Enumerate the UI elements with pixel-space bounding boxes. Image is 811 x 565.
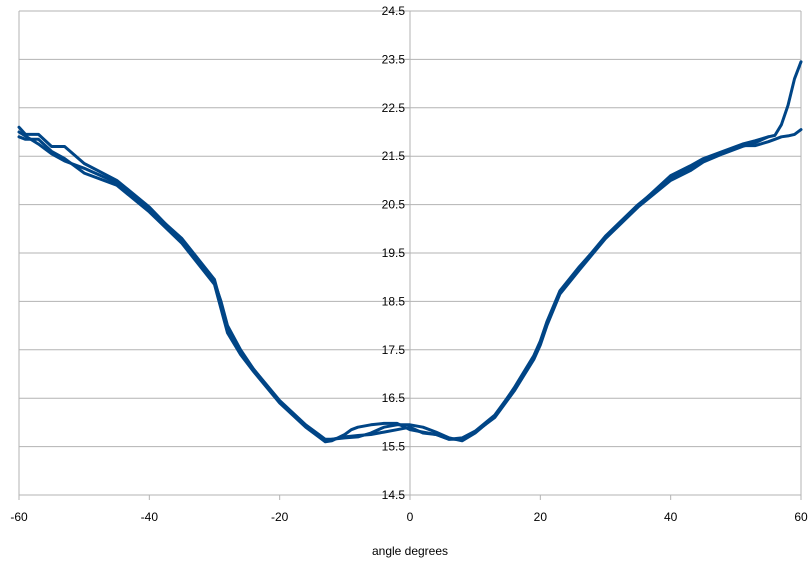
chart-axes — [18, 10, 802, 500]
y-tick-label: 19.5 — [382, 246, 406, 260]
x-tick-label: 20 — [534, 510, 548, 524]
y-tick-label: 18.5 — [382, 294, 406, 308]
y-tick-label: 16.5 — [382, 391, 406, 405]
y-tick-label: 15.5 — [382, 440, 406, 454]
y-axis-tick-labels: 14.5 15.5 16.5 17.5 18.5 19.5 20.5 21.5 22.5 23.5… — [382, 4, 406, 502]
y-tick-label: 17.5 — [382, 343, 406, 357]
y-tick-label: 24.5 — [382, 4, 406, 18]
x-axis-tick-labels: -60 -40 -20 0 20 40 60 — [10, 510, 808, 524]
x-axis-title: angle degrees — [372, 544, 448, 558]
x-tick-label: 0 — [407, 510, 414, 524]
x-tick-label: -60 — [10, 510, 28, 524]
x-tick-label: 40 — [664, 510, 678, 524]
y-tick-label: 14.5 — [382, 488, 406, 502]
y-tick-label: 20.5 — [382, 198, 406, 212]
x-tick-label: 60 — [794, 510, 808, 524]
y-tick-label: 21.5 — [382, 149, 406, 163]
series-line-3 — [17, 130, 770, 443]
x-tick-label: -20 — [271, 510, 289, 524]
x-tick-label: -40 — [141, 510, 159, 524]
y-tick-label: 22.5 — [382, 101, 406, 115]
data-series-lines — [17, 60, 803, 444]
y-tick-label: 23.5 — [382, 52, 406, 66]
